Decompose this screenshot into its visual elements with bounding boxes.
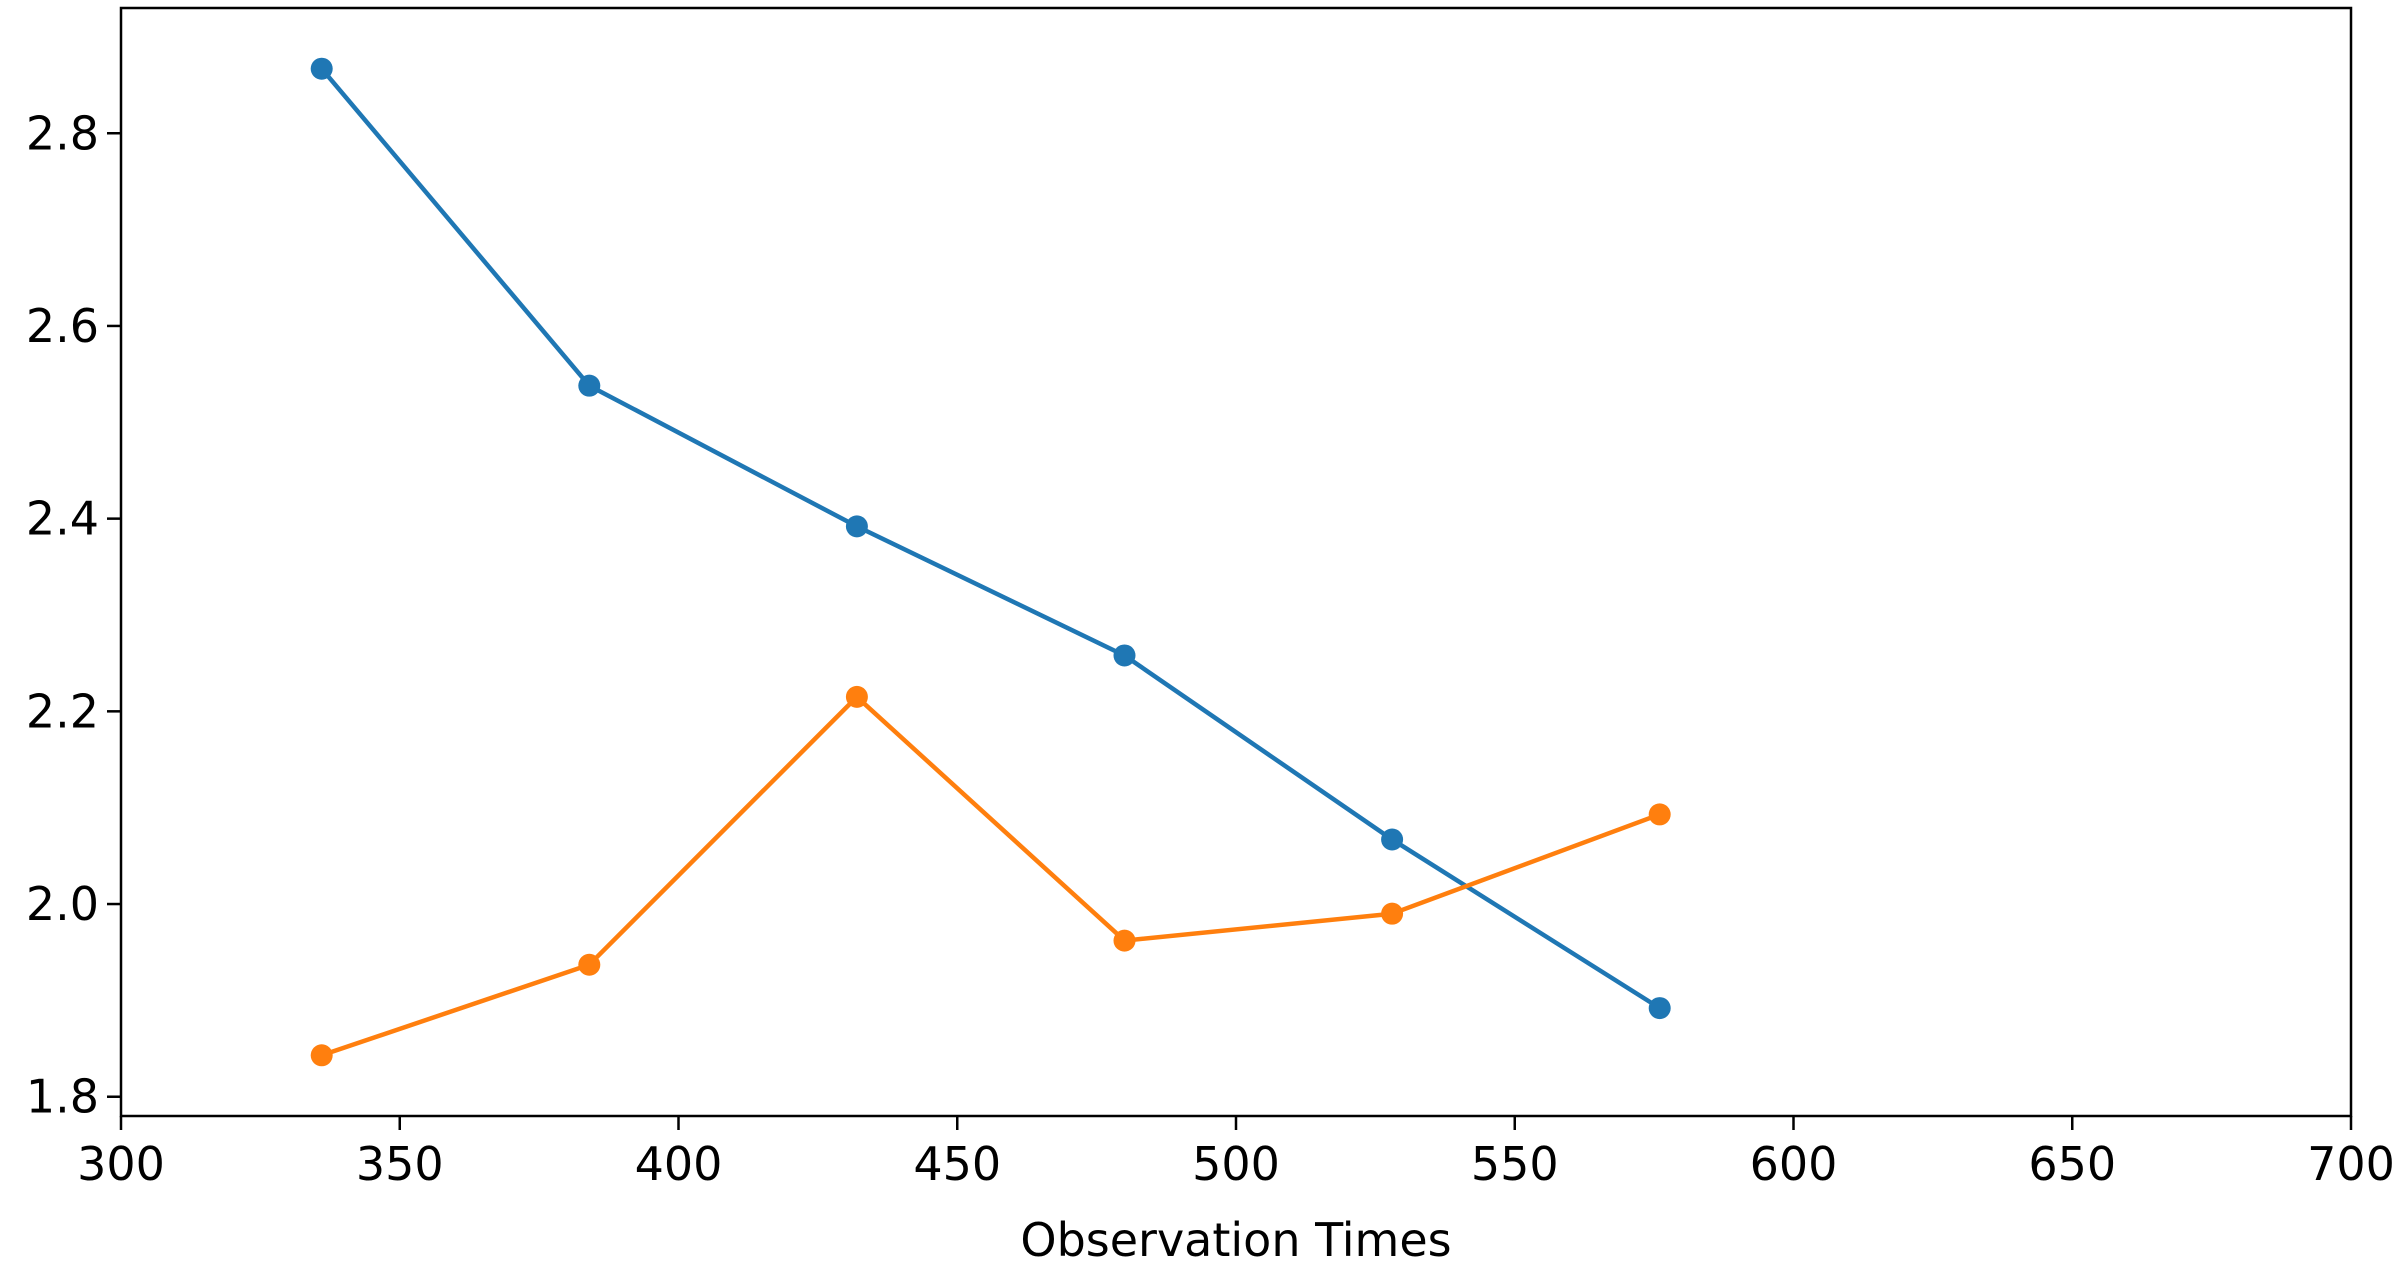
x-tick-label: 450 bbox=[913, 1137, 1001, 1191]
x-tick-label: 550 bbox=[1471, 1137, 1559, 1191]
series-2-point bbox=[1381, 902, 1404, 925]
x-tick-label: 600 bbox=[1750, 1137, 1838, 1191]
x-tick-label: 350 bbox=[356, 1137, 444, 1191]
x-tick-label: 650 bbox=[2028, 1137, 2116, 1191]
series-2-line bbox=[320, 694, 1661, 1058]
series-2-point bbox=[310, 1044, 333, 1067]
x-tick-label: 400 bbox=[635, 1137, 723, 1191]
series-layer bbox=[310, 57, 1671, 1067]
series-1-point bbox=[845, 515, 868, 538]
series-2-point bbox=[845, 685, 868, 708]
y-tick-label: 2.8 bbox=[26, 106, 99, 160]
y-tick-label: 2.4 bbox=[26, 492, 99, 546]
series-1-point bbox=[578, 374, 601, 397]
x-tick-label: 700 bbox=[2307, 1137, 2395, 1191]
x-tick-label: 300 bbox=[77, 1137, 165, 1191]
series-2-point bbox=[578, 953, 601, 976]
series-2-point bbox=[1113, 929, 1136, 952]
ticks-layer: 300 350 400 450 500 550 600 650 700 1.8 2.0 2.2 2.4 2… bbox=[26, 106, 2395, 1191]
series-1-point bbox=[1113, 644, 1136, 667]
x-axis-label: Observation Times bbox=[1020, 1213, 1451, 1264]
series-1-point bbox=[1648, 997, 1671, 1020]
series-1-point bbox=[310, 57, 333, 80]
series-2-point bbox=[1648, 803, 1671, 826]
plot-frame bbox=[119, 6, 2353, 1118]
y-tick-label: 2.6 bbox=[26, 299, 99, 353]
y-tick-label: 2.2 bbox=[26, 684, 99, 738]
y-tick-label: 2.0 bbox=[26, 877, 99, 931]
y-tick-label: 1.8 bbox=[26, 1070, 99, 1124]
x-tick-label: 500 bbox=[1192, 1137, 1280, 1191]
series-1-point bbox=[1381, 828, 1404, 851]
series-1-line bbox=[319, 67, 1661, 1011]
